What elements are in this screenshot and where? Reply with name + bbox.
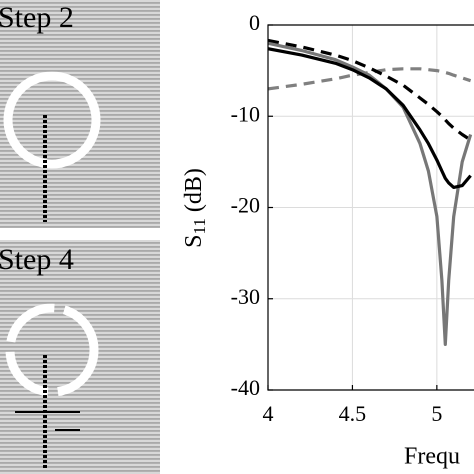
y-tick-label: -40	[231, 375, 260, 400]
ring	[3, 71, 101, 169]
x-tick-label: 5	[431, 401, 442, 426]
y-tick-label: -30	[231, 284, 260, 309]
series-line	[268, 41, 473, 346]
y-label-sub: 11	[190, 218, 209, 234]
step-panel	[0, 240, 160, 474]
y-tick-label: -10	[231, 101, 260, 126]
y-tick-label: -20	[231, 193, 260, 218]
x-tick-label: 4.5	[339, 401, 367, 426]
step-label: Step 2	[0, 1, 74, 34]
step-label: Step 4	[0, 243, 74, 276]
plot: 0 -10 -20 -30 -404 4.5 5	[231, 10, 474, 426]
y-tick-label: 0	[249, 10, 260, 35]
x-tick-label: 4	[263, 401, 274, 426]
step-panel	[0, 0, 160, 228]
ring	[5, 303, 99, 397]
series-line	[268, 38, 472, 142]
x-axis-label: Frequ	[404, 444, 460, 470]
design-steps: Step 2 Step 4	[0, 0, 160, 474]
series-line	[268, 47, 472, 189]
y-label-main: S	[181, 235, 207, 248]
series-line	[268, 67, 472, 91]
series-group	[268, 38, 473, 346]
y-label-unit: (dB)	[181, 168, 207, 212]
axis-frame	[267, 24, 474, 391]
y-axis-label: S11 (dB)	[181, 168, 209, 248]
